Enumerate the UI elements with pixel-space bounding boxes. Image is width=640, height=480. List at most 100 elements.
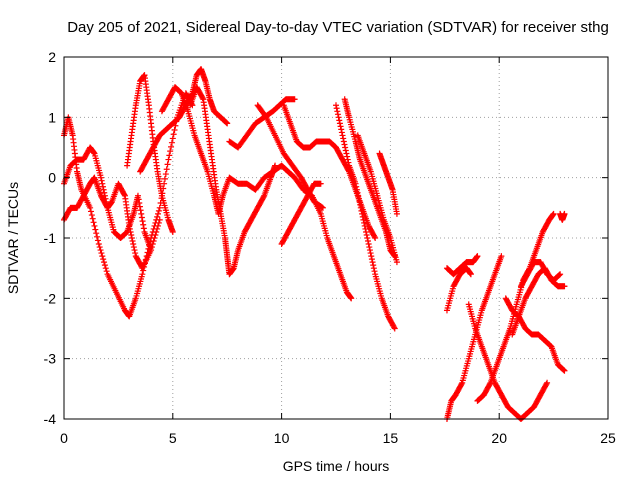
plus-marker <box>138 210 145 217</box>
y-axis-label: SDTVAR / TECUs <box>5 182 21 294</box>
plus-marker <box>155 222 162 229</box>
plus-marker <box>342 144 349 151</box>
plus-marker <box>131 247 138 254</box>
plus-marker <box>87 204 94 211</box>
plus-marker <box>92 226 99 233</box>
series-track-3 <box>61 174 163 272</box>
series-track-21 <box>502 295 568 374</box>
plus-marker <box>358 207 365 214</box>
plus-marker <box>391 325 398 332</box>
plus-marker <box>136 200 143 207</box>
plus-marker <box>341 141 348 148</box>
plus-marker <box>93 230 100 237</box>
plus-marker <box>121 191 128 198</box>
plus-marker <box>99 183 106 190</box>
plus-marker <box>355 192 362 199</box>
plus-marker <box>555 272 562 279</box>
plus-marker <box>129 238 136 245</box>
plus-marker <box>177 88 184 95</box>
plus-marker <box>368 253 375 260</box>
plus-marker <box>333 105 340 112</box>
plus-marker <box>168 143 175 150</box>
plus-marker <box>156 216 163 223</box>
plus-marker <box>498 253 505 260</box>
plus-marker <box>130 241 137 248</box>
plus-marker <box>128 235 135 241</box>
plus-marker <box>97 174 104 181</box>
plus-marker <box>560 367 567 374</box>
plus-marker <box>128 231 135 238</box>
plus-marker <box>544 379 551 386</box>
plus-marker <box>127 228 134 235</box>
plus-marker <box>344 156 351 163</box>
plus-marker <box>138 214 145 221</box>
plus-marker <box>99 253 106 260</box>
plus-marker <box>556 271 563 278</box>
plus-marker <box>560 366 567 373</box>
plus-marker <box>162 171 169 178</box>
plus-marker <box>153 228 160 235</box>
plus-marker <box>367 250 374 257</box>
y-tick-label: -3 <box>44 351 57 367</box>
plus-marker <box>140 225 147 232</box>
plus-marker <box>165 156 172 163</box>
plus-marker <box>486 381 493 388</box>
plus-marker <box>135 196 142 203</box>
x-tick-label: 20 <box>491 430 507 446</box>
plus-marker <box>155 210 162 217</box>
plus-marker <box>319 204 326 211</box>
x-tick-label: 0 <box>60 430 68 446</box>
plus-marker <box>467 271 474 278</box>
plus-marker <box>363 231 370 238</box>
plus-marker <box>340 138 347 145</box>
plus-marker <box>362 225 369 232</box>
plus-marker <box>393 210 400 217</box>
plus-marker <box>102 265 109 272</box>
plus-marker <box>155 219 162 226</box>
plus-marker <box>352 180 359 187</box>
plus-marker <box>393 259 400 266</box>
plus-marker <box>361 222 368 229</box>
plus-marker <box>262 113 269 120</box>
plus-marker <box>391 324 398 331</box>
plus-marker <box>90 219 97 226</box>
plus-marker <box>343 150 350 157</box>
plus-marker <box>169 135 176 142</box>
plus-marker <box>340 135 347 142</box>
plus-marker <box>122 230 129 237</box>
plus-marker <box>91 222 98 229</box>
plus-marker <box>335 114 342 121</box>
plus-marker <box>337 123 344 130</box>
plus-marker <box>152 231 159 238</box>
plus-marker <box>369 259 376 266</box>
plus-marker <box>164 161 171 168</box>
plus-marker <box>371 233 378 240</box>
plus-marker <box>171 127 178 134</box>
series-track-14 <box>354 132 400 266</box>
plus-marker <box>342 147 349 154</box>
plus-marker <box>156 204 163 211</box>
plus-marker <box>139 271 146 278</box>
plus-marker <box>103 268 110 275</box>
plus-marker <box>95 241 102 248</box>
plus-marker <box>98 177 105 184</box>
plus-marker <box>101 262 108 269</box>
plus-marker <box>100 186 107 193</box>
plus-marker <box>334 108 341 115</box>
y-tick-label: 2 <box>48 49 56 65</box>
series-track-20 <box>474 210 557 404</box>
series-track-10 <box>280 102 379 241</box>
plus-marker <box>357 201 364 208</box>
plus-marker <box>353 183 360 190</box>
plus-marker <box>168 139 175 146</box>
plus-marker <box>155 207 162 214</box>
plus-marker <box>154 213 161 220</box>
plus-marker <box>260 193 267 200</box>
plus-marker <box>97 247 104 254</box>
plus-marker <box>96 244 103 251</box>
plus-marker <box>100 256 107 263</box>
plus-marker <box>345 159 352 166</box>
plus-marker <box>370 265 377 272</box>
plus-marker <box>94 233 101 240</box>
